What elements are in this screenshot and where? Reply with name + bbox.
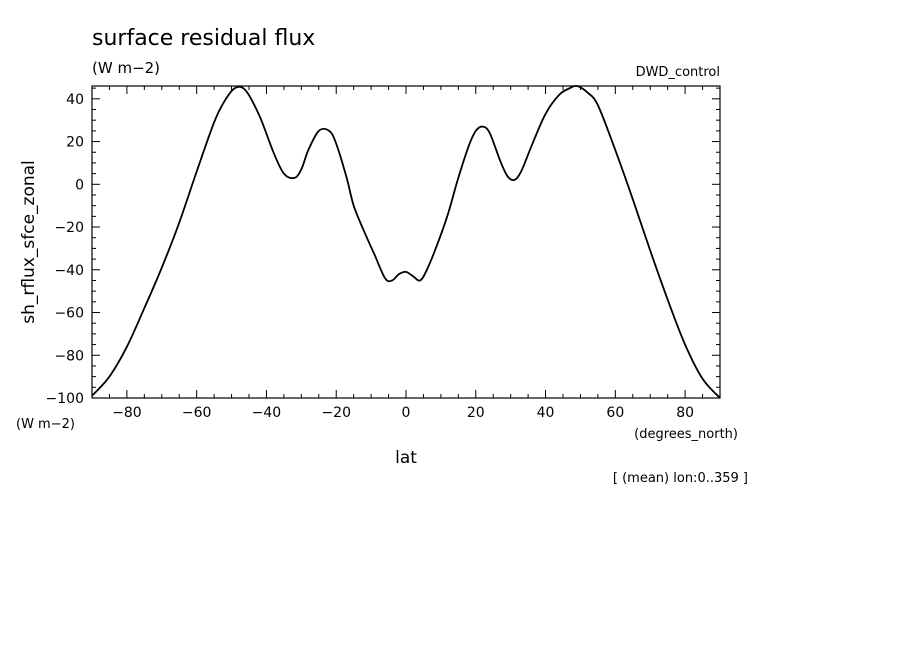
y-tick-label: 40 — [66, 92, 84, 108]
y-tick-label: 0 — [75, 177, 84, 193]
dataset-label: DWD_control — [636, 65, 720, 80]
x-tick-label: 60 — [606, 405, 624, 421]
y-tick-label: −20 — [54, 220, 84, 236]
y-tick-label: 20 — [66, 135, 84, 151]
x-tick-label: 20 — [467, 405, 485, 421]
x-tick-label: −80 — [112, 405, 142, 421]
y-axis-units: (W m−2) — [16, 417, 75, 432]
x-tick-label: 40 — [537, 405, 555, 421]
y-tick-labels: 40 20 0 −20 −40 −60 −80 −100 — [46, 92, 84, 407]
x-tick-label: 0 — [402, 405, 411, 421]
y-tick-label: −40 — [54, 263, 84, 279]
x-tick-label: 80 — [676, 405, 694, 421]
plot-frame — [91, 85, 721, 399]
axis-ticks — [91, 86, 721, 399]
y-tick-label: −100 — [46, 391, 84, 407]
y-axis-label: sh_rflux_sfce_zonal — [19, 160, 39, 324]
x-tick-labels: −80 −60 −40 −20 0 20 40 60 80 — [112, 405, 694, 421]
chart-title: surface residual flux — [92, 26, 315, 51]
series-line — [91, 84, 721, 399]
y-tick-label: −60 — [54, 306, 84, 322]
footnote: [ (mean) lon:0..359 ] — [613, 471, 748, 486]
x-tick-label: −40 — [252, 405, 282, 421]
x-axis-label: lat — [395, 448, 417, 468]
x-tick-label: −20 — [321, 405, 351, 421]
chart-units: (W m−2) — [92, 59, 160, 77]
y-tick-label: −80 — [54, 348, 84, 364]
x-tick-label: −60 — [182, 405, 212, 421]
x-axis-units: (degrees_north) — [634, 427, 738, 442]
